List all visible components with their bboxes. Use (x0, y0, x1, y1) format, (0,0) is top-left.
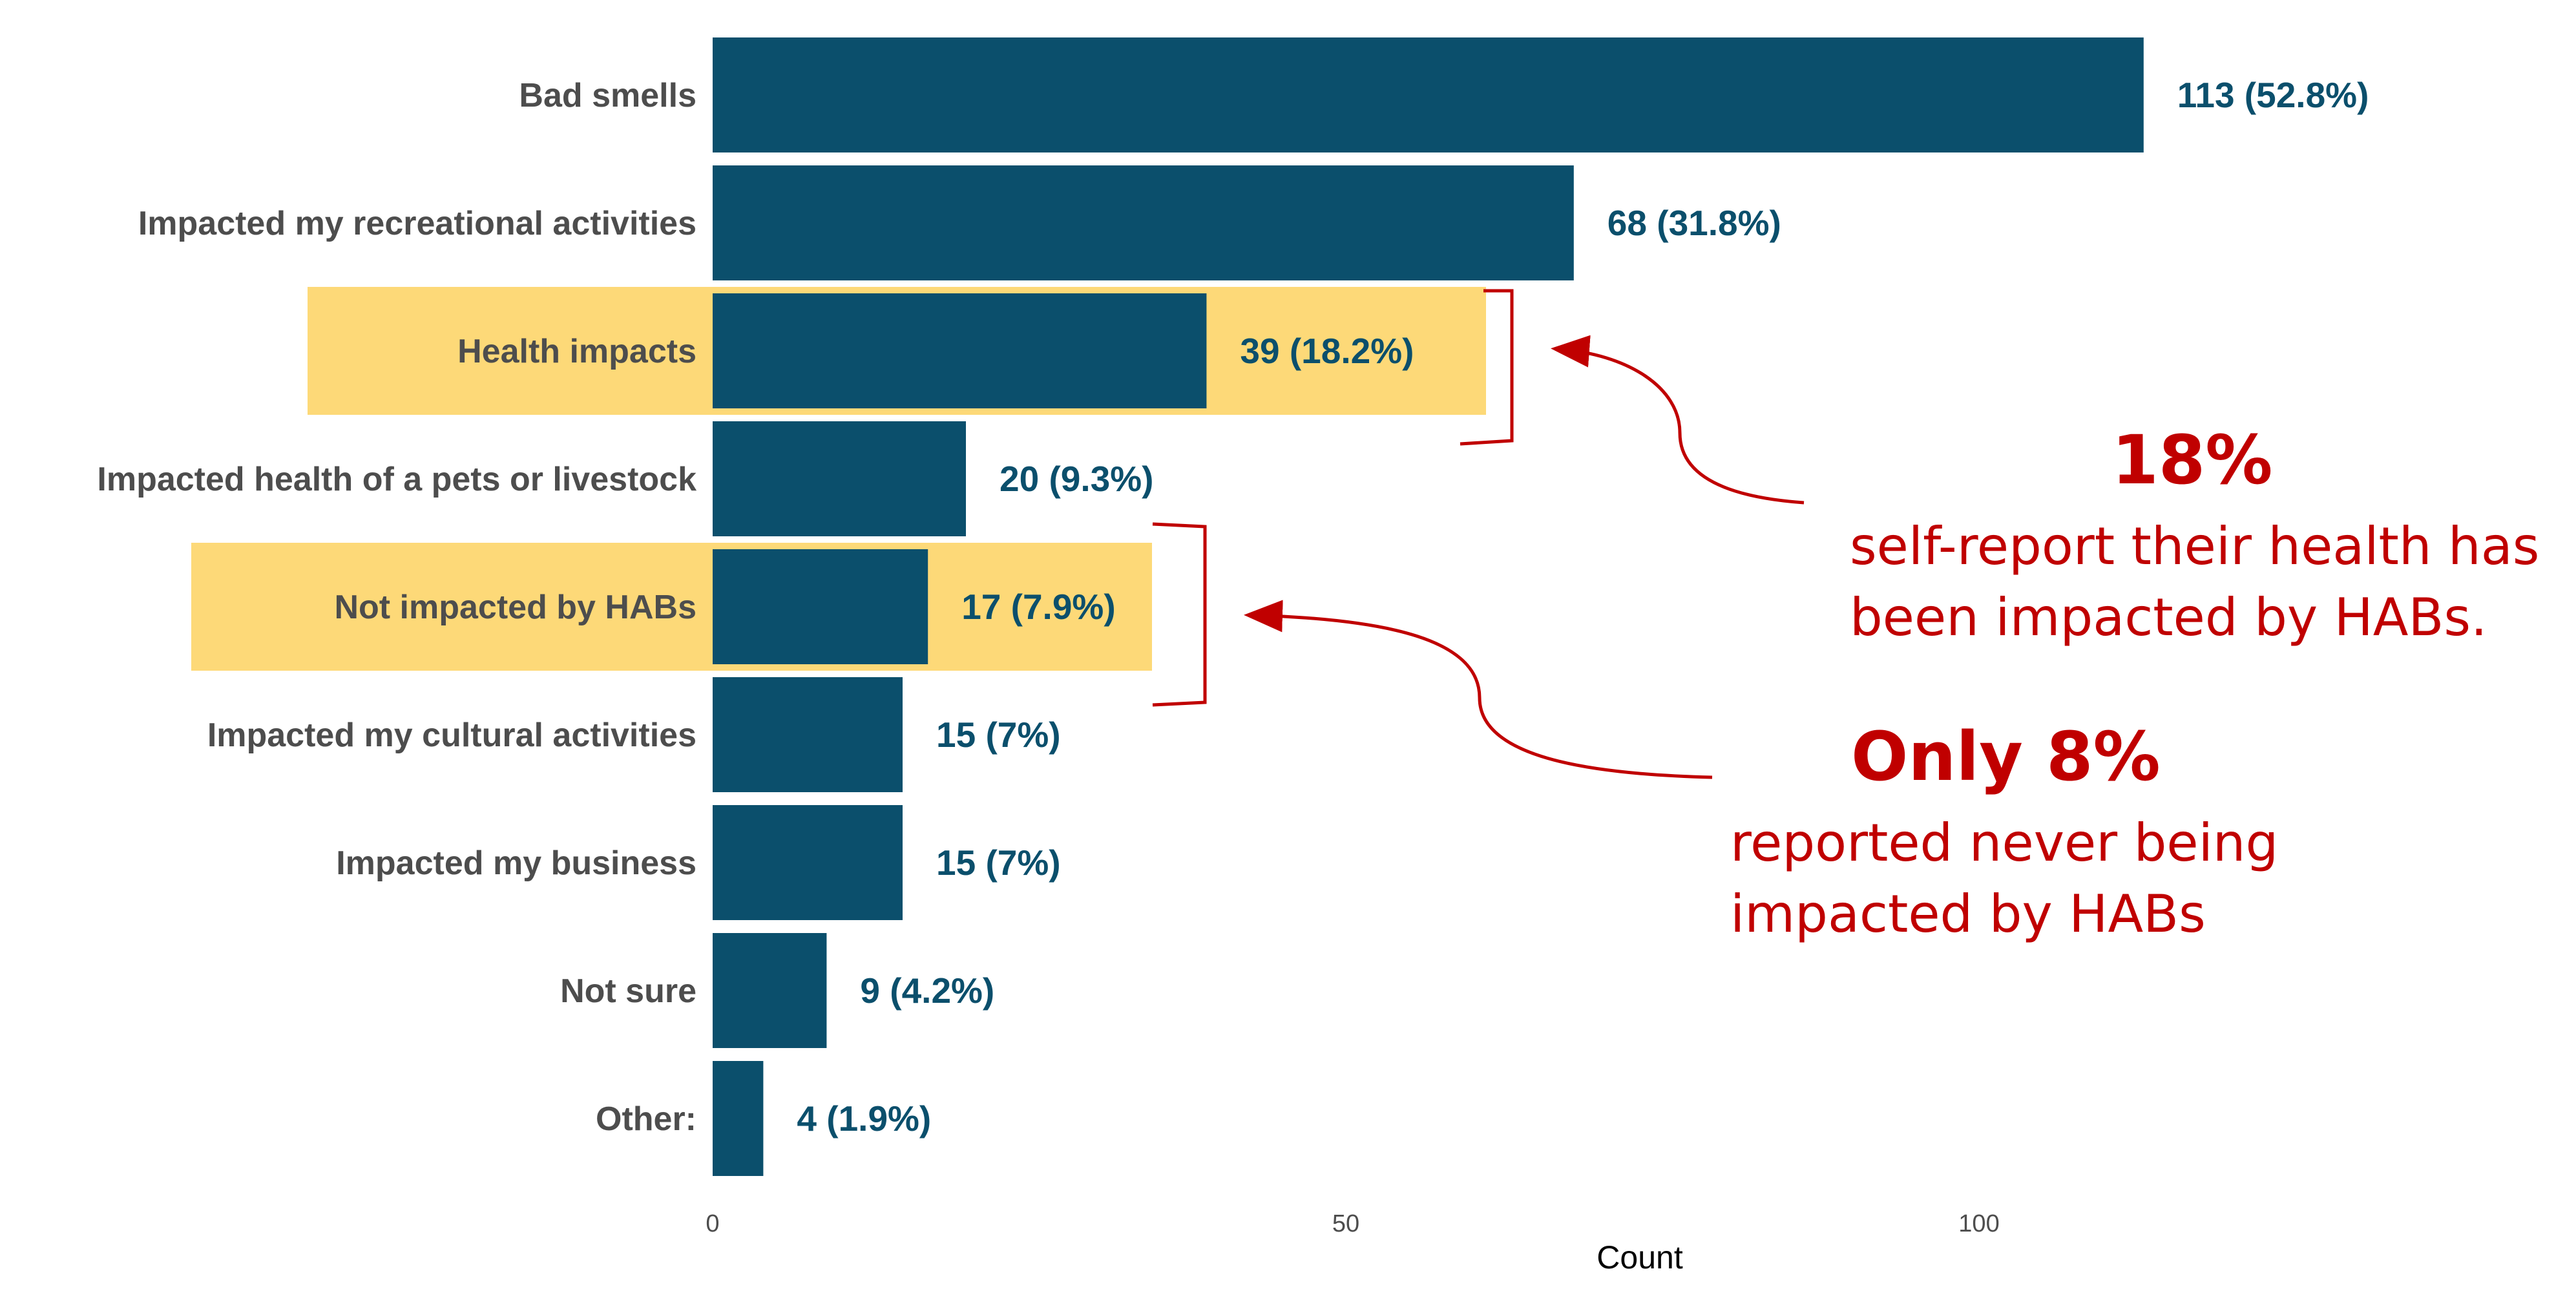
annotation-text: self-report their health has (1850, 516, 2539, 576)
bar (713, 37, 2144, 152)
x-tick-label: 0 (706, 1210, 719, 1237)
annotation-text: been impacted by HABs. (1850, 587, 2487, 647)
category-label: Not sure (560, 972, 696, 1010)
category-label: Bad smells (519, 77, 696, 114)
x-tick-label: 100 (1958, 1210, 1999, 1237)
annotation-arrow (1244, 600, 1713, 779)
bar (713, 1061, 764, 1176)
category-label: Impacted my recreational activities (138, 205, 696, 242)
bracket (1460, 289, 1514, 446)
value-label-group: 113 (52.8%) 68 (31.8%) 39 (18.2%) 20 (9.3%)… (797, 75, 2369, 1139)
category-label: Impacted my cultural activities (207, 717, 696, 754)
data-label: 68 (31.8%) (1607, 203, 1781, 243)
bar (713, 933, 827, 1048)
bar (713, 421, 966, 536)
bar (713, 165, 1574, 280)
data-label: 39 (18.2%) (1240, 331, 1414, 371)
annotation-arrow (1551, 335, 1805, 505)
data-label: 15 (7%) (936, 715, 1061, 755)
category-label: Not impacted by HABs (334, 589, 696, 626)
category-label: Other: (596, 1100, 696, 1138)
annotation-headline: 18% (2112, 421, 2273, 499)
bar (713, 677, 903, 792)
bracket (1152, 522, 1207, 707)
data-label: 15 (7%) (936, 843, 1061, 883)
annotation-headline: Only 8% (1851, 717, 2161, 796)
annotation-group: 18% self-report their health has been impa… (1152, 289, 2539, 944)
data-label: 4 (1.9%) (797, 1098, 931, 1139)
category-label: Health impacts (457, 333, 696, 370)
annotation-text: reported never being (1730, 813, 2278, 873)
data-label: 20 (9.3%) (1000, 459, 1153, 499)
category-label: Impacted health of a pets or livestock (97, 461, 696, 498)
bar (713, 293, 1207, 408)
bar (713, 549, 928, 664)
x-tick-label: 50 (1332, 1210, 1359, 1237)
category-label-group: Bad smells Impacted my recreational activ… (97, 77, 696, 1138)
x-axis-title: Count (1597, 1239, 1683, 1275)
data-label: 9 (4.2%) (860, 971, 994, 1011)
category-label: Impacted my business (336, 845, 696, 882)
bar (713, 805, 903, 920)
data-label: 17 (7.9%) (961, 587, 1115, 627)
bar-group (713, 37, 2144, 1176)
data-label: 113 (52.8%) (2177, 75, 2369, 115)
annotation-text: impacted by HABs (1730, 884, 2206, 944)
x-axis-ticks: 0 50 100 (706, 1210, 1999, 1237)
highlight-band (191, 543, 1152, 671)
